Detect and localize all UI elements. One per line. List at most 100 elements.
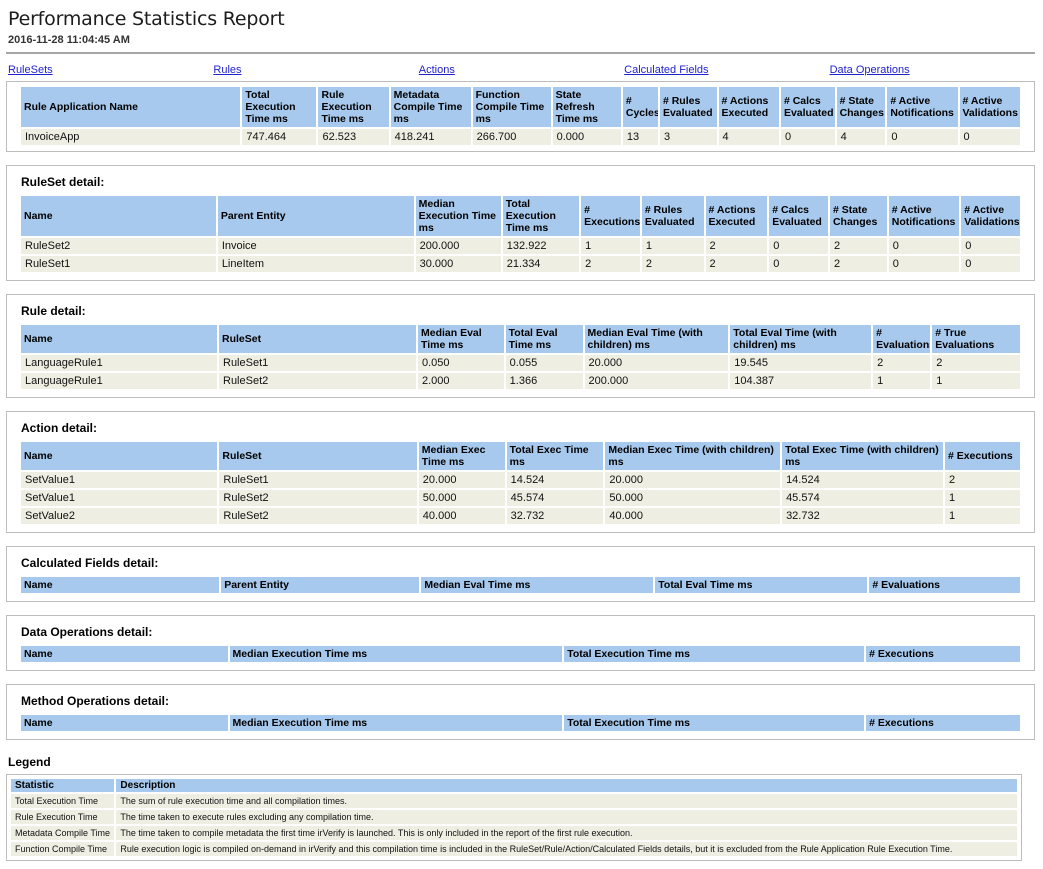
column-header: Median Exec Time (with children) ms [605, 442, 781, 470]
table-cell: 0 [961, 256, 1020, 272]
header-row: Name Median Execution Time ms Total Execut… [21, 646, 1020, 662]
table-cell: 418.241 [390, 129, 471, 145]
table-cell: 1 [641, 238, 704, 254]
nav-link-data-operations[interactable]: Data Operations [829, 64, 910, 76]
column-header: Total Execution Time ms [502, 196, 580, 236]
table-cell: 40.000 [605, 508, 781, 524]
nav-cell: Actions [419, 60, 624, 78]
rule-detail-table: Name RuleSet Median Eval Time ms Total Eval… [19, 323, 1022, 391]
nav-cell: RuleSets [8, 60, 213, 78]
column-header: # Rules Evaluated [659, 87, 717, 127]
column-header: # True Evaluations [932, 325, 1020, 353]
column-header: # State Changes [829, 196, 887, 236]
page-title: Performance Statistics Report [8, 8, 285, 30]
section-heading: Data Operations detail: [21, 625, 153, 639]
table-cell: The time taken to execute rules excludin… [116, 810, 1017, 824]
ruleset-detail-table: Name Parent Entity Median Execution Time m… [19, 194, 1022, 274]
table-cell: 1 [944, 490, 1020, 506]
header-row: Name Median Execution Time ms Total Execut… [21, 715, 1020, 731]
table-cell: 0.050 [417, 355, 504, 371]
table-row: LanguageRule1 RuleSet2 2.000 1.366 200.000 10… [21, 373, 1020, 389]
table-cell: 45.574 [782, 490, 943, 506]
nav-link-calculated-fields[interactable]: Calculated Fields [624, 64, 709, 76]
table-cell: 19.545 [730, 355, 872, 371]
column-header: Name [21, 442, 218, 470]
data-operations-table: Name Median Execution Time ms Total Execut… [19, 644, 1022, 664]
column-header: Median Exec Time ms [418, 442, 505, 470]
table-cell: Metadata Compile Time [11, 826, 115, 840]
column-header: Median Eval Time (with children) ms [584, 325, 729, 353]
column-header: # Active Validations [961, 196, 1020, 236]
column-header: # Evaluations [869, 577, 1020, 593]
table-row: Total Execution Time The sum of rule exec… [11, 794, 1017, 808]
column-header: Median Eval Time ms [421, 577, 654, 593]
table-cell: 21.334 [502, 256, 580, 272]
column-header: # Actions Executed [705, 196, 768, 236]
column-header: # Calcs Evaluated [780, 87, 835, 127]
table-row: SetValue2 RuleSet2 40.000 32.732 40.000 32.73… [21, 508, 1020, 524]
table-cell: 200.000 [415, 238, 501, 254]
table-cell: 1 [932, 373, 1020, 389]
table-cell: 2 [581, 256, 640, 272]
table-row: RuleSet1 LineItem 30.000 21.334 2 2 2 0 2 0 0 [21, 256, 1020, 272]
table-row: Rule Execution Time The time taken to exe… [11, 810, 1017, 824]
section-ruleset-detail: RuleSet detail: Name Parent Entity Median … [6, 165, 1035, 281]
table-cell: Invoice [217, 238, 414, 254]
column-header: # Rules Evaluated [641, 196, 704, 236]
table-cell: 20.000 [584, 355, 729, 371]
table-cell: 13 [622, 129, 658, 145]
table-cell: LanguageRule1 [21, 355, 217, 371]
action-detail-table: Name RuleSet Median Exec Time ms Total Exec… [19, 440, 1022, 526]
section-heading: Method Operations detail: [21, 694, 170, 708]
column-header: Total Eval Time (with children) ms [730, 325, 872, 353]
column-header: Total Exec Time (with children) ms [782, 442, 943, 470]
table-cell: InvoiceApp [21, 129, 241, 145]
nav-link-actions[interactable]: Actions [418, 64, 455, 76]
table-cell: 62.523 [318, 129, 389, 145]
table-cell: RuleSet1 [219, 355, 416, 371]
table-cell: 2 [641, 256, 704, 272]
nav-link-rulesets[interactable]: RuleSets [8, 64, 53, 76]
legend-heading: Legend [8, 755, 51, 769]
nav-link-rules[interactable]: Rules [213, 64, 242, 76]
section-heading: Action detail: [21, 421, 98, 435]
table-cell: 0.055 [505, 355, 583, 371]
section-method-operations-detail: Method Operations detail: Name Median Exe… [6, 684, 1035, 740]
table-cell: 2 [932, 355, 1020, 371]
column-header: Parent Entity [221, 577, 420, 593]
column-header: Statistic [11, 779, 115, 792]
column-header: Total Exec Time ms [506, 442, 604, 470]
column-header: # Cycles [622, 87, 658, 127]
column-header: Name [21, 325, 217, 353]
divider [6, 52, 1035, 54]
header-row: Name Parent Entity Median Execution Time m… [21, 196, 1020, 236]
column-header: Total Execution Time ms [242, 87, 317, 127]
table-cell: 0 [959, 129, 1020, 145]
column-header: Median Execution Time ms [229, 646, 563, 662]
column-header: Total Eval Time ms [505, 325, 583, 353]
table-cell: SetValue1 [21, 472, 218, 488]
column-header: # Evaluations [873, 325, 931, 353]
table-cell: 32.732 [506, 508, 604, 524]
section-heading: Rule detail: [21, 304, 86, 318]
column-header: # Active Notifications [887, 87, 958, 127]
table-row: Metadata Compile Time The time taken to c… [11, 826, 1017, 840]
table-cell: The time taken to compile metadata the f… [116, 826, 1017, 840]
column-header: # Calcs Evaluated [769, 196, 828, 236]
column-header: Rule Application Name [21, 87, 241, 127]
table-cell: LanguageRule1 [21, 373, 217, 389]
table-cell: 4 [718, 129, 779, 145]
column-header: Median Eval Time ms [417, 325, 504, 353]
summary-section: Rule Application Name Total Execution Tim… [6, 81, 1035, 152]
column-header: # Executions [581, 196, 640, 236]
rule-application-table: Rule Application Name Total Execution Tim… [19, 85, 1022, 147]
table-row: SetValue1 RuleSet1 20.000 14.524 20.000 14.52… [21, 472, 1020, 488]
column-header: Parent Entity [217, 196, 414, 236]
table-row: LanguageRule1 RuleSet1 0.050 0.055 20.000 19.… [21, 355, 1020, 371]
table-cell: Rule Execution Time [11, 810, 115, 824]
table-cell: 14.524 [506, 472, 604, 488]
table-cell: RuleSet1 [219, 472, 417, 488]
column-header: Function Compile Time ms [472, 87, 551, 127]
table-cell: 0 [769, 256, 828, 272]
table-cell: LineItem [217, 256, 414, 272]
